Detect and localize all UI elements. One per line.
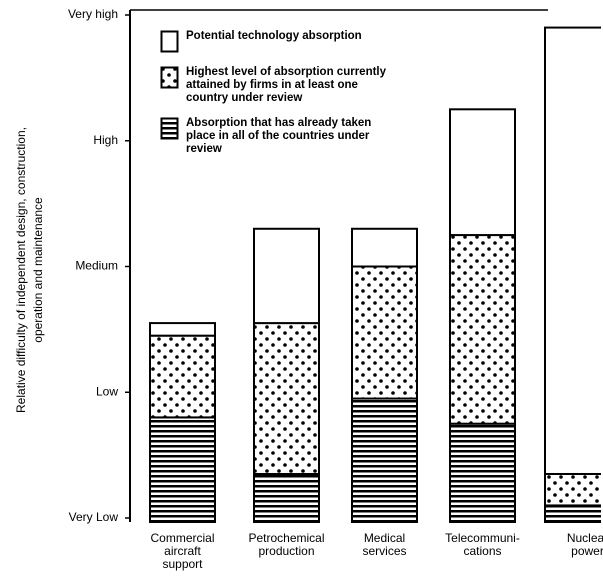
bar-segment xyxy=(351,227,418,268)
legend-swatch-box xyxy=(160,66,179,89)
legend-item: Highest level of absorption currently at… xyxy=(160,66,400,105)
x-tick-label: Nuclear xyxy=(567,531,603,545)
legend-label: Absorption that has already taken place … xyxy=(186,117,372,155)
bar-segment xyxy=(544,472,601,507)
y-axis-label-line: operation and maintenance xyxy=(31,197,45,343)
x-tick-label: Medical xyxy=(364,531,405,545)
x-tick-label: support xyxy=(162,557,203,571)
x-tick-label: aircraft xyxy=(164,544,201,558)
bar-segment xyxy=(449,234,516,425)
bar-segment xyxy=(351,397,418,524)
x-tick-label: Petrochemical xyxy=(248,531,324,545)
legend-swatch xyxy=(160,117,179,140)
y-tick-label: Very high xyxy=(68,7,118,21)
x-tick-label: Commercial xyxy=(150,531,214,545)
x-tick-label: production xyxy=(258,544,314,558)
bar-segment xyxy=(449,422,516,523)
bar-segment xyxy=(149,334,216,419)
bar-segment xyxy=(544,26,601,475)
x-tick-label: power xyxy=(571,544,603,558)
legend-swatch-box xyxy=(160,30,179,53)
legend-swatch xyxy=(160,66,179,89)
bar-segment xyxy=(253,227,320,325)
legend-label: Highest level of absorption currently at… xyxy=(186,66,387,104)
y-tick-label: Medium xyxy=(75,259,118,273)
bar-segment xyxy=(449,108,516,237)
y-axis-label: Relative difficulty of independent desig… xyxy=(14,127,45,413)
x-tick-label: services xyxy=(362,544,406,558)
bar-segment xyxy=(253,472,320,523)
bar-segment xyxy=(351,265,418,400)
legend: Potential technology absorption Highest l… xyxy=(160,30,400,168)
legend-label: Potential technology absorption xyxy=(186,30,362,42)
bar-segment xyxy=(149,322,216,337)
x-tick-label: Telecommuni- xyxy=(445,531,520,545)
legend-swatch-box xyxy=(160,117,179,140)
x-tick-label: cations xyxy=(463,544,501,558)
legend-item: Potential technology absorption xyxy=(160,30,400,54)
y-tick-label: Very Low xyxy=(69,510,119,524)
bar-segment xyxy=(253,322,320,475)
y-tick-label: High xyxy=(93,133,118,147)
legend-swatch xyxy=(160,30,179,53)
bars xyxy=(149,26,601,524)
bar-segment xyxy=(544,504,601,523)
bar-segment xyxy=(149,416,216,523)
y-tick-label: Low xyxy=(96,384,118,398)
y-axis-label-line: Relative difficulty of independent desig… xyxy=(14,127,28,413)
legend-item: Absorption that has already taken place … xyxy=(160,117,400,156)
